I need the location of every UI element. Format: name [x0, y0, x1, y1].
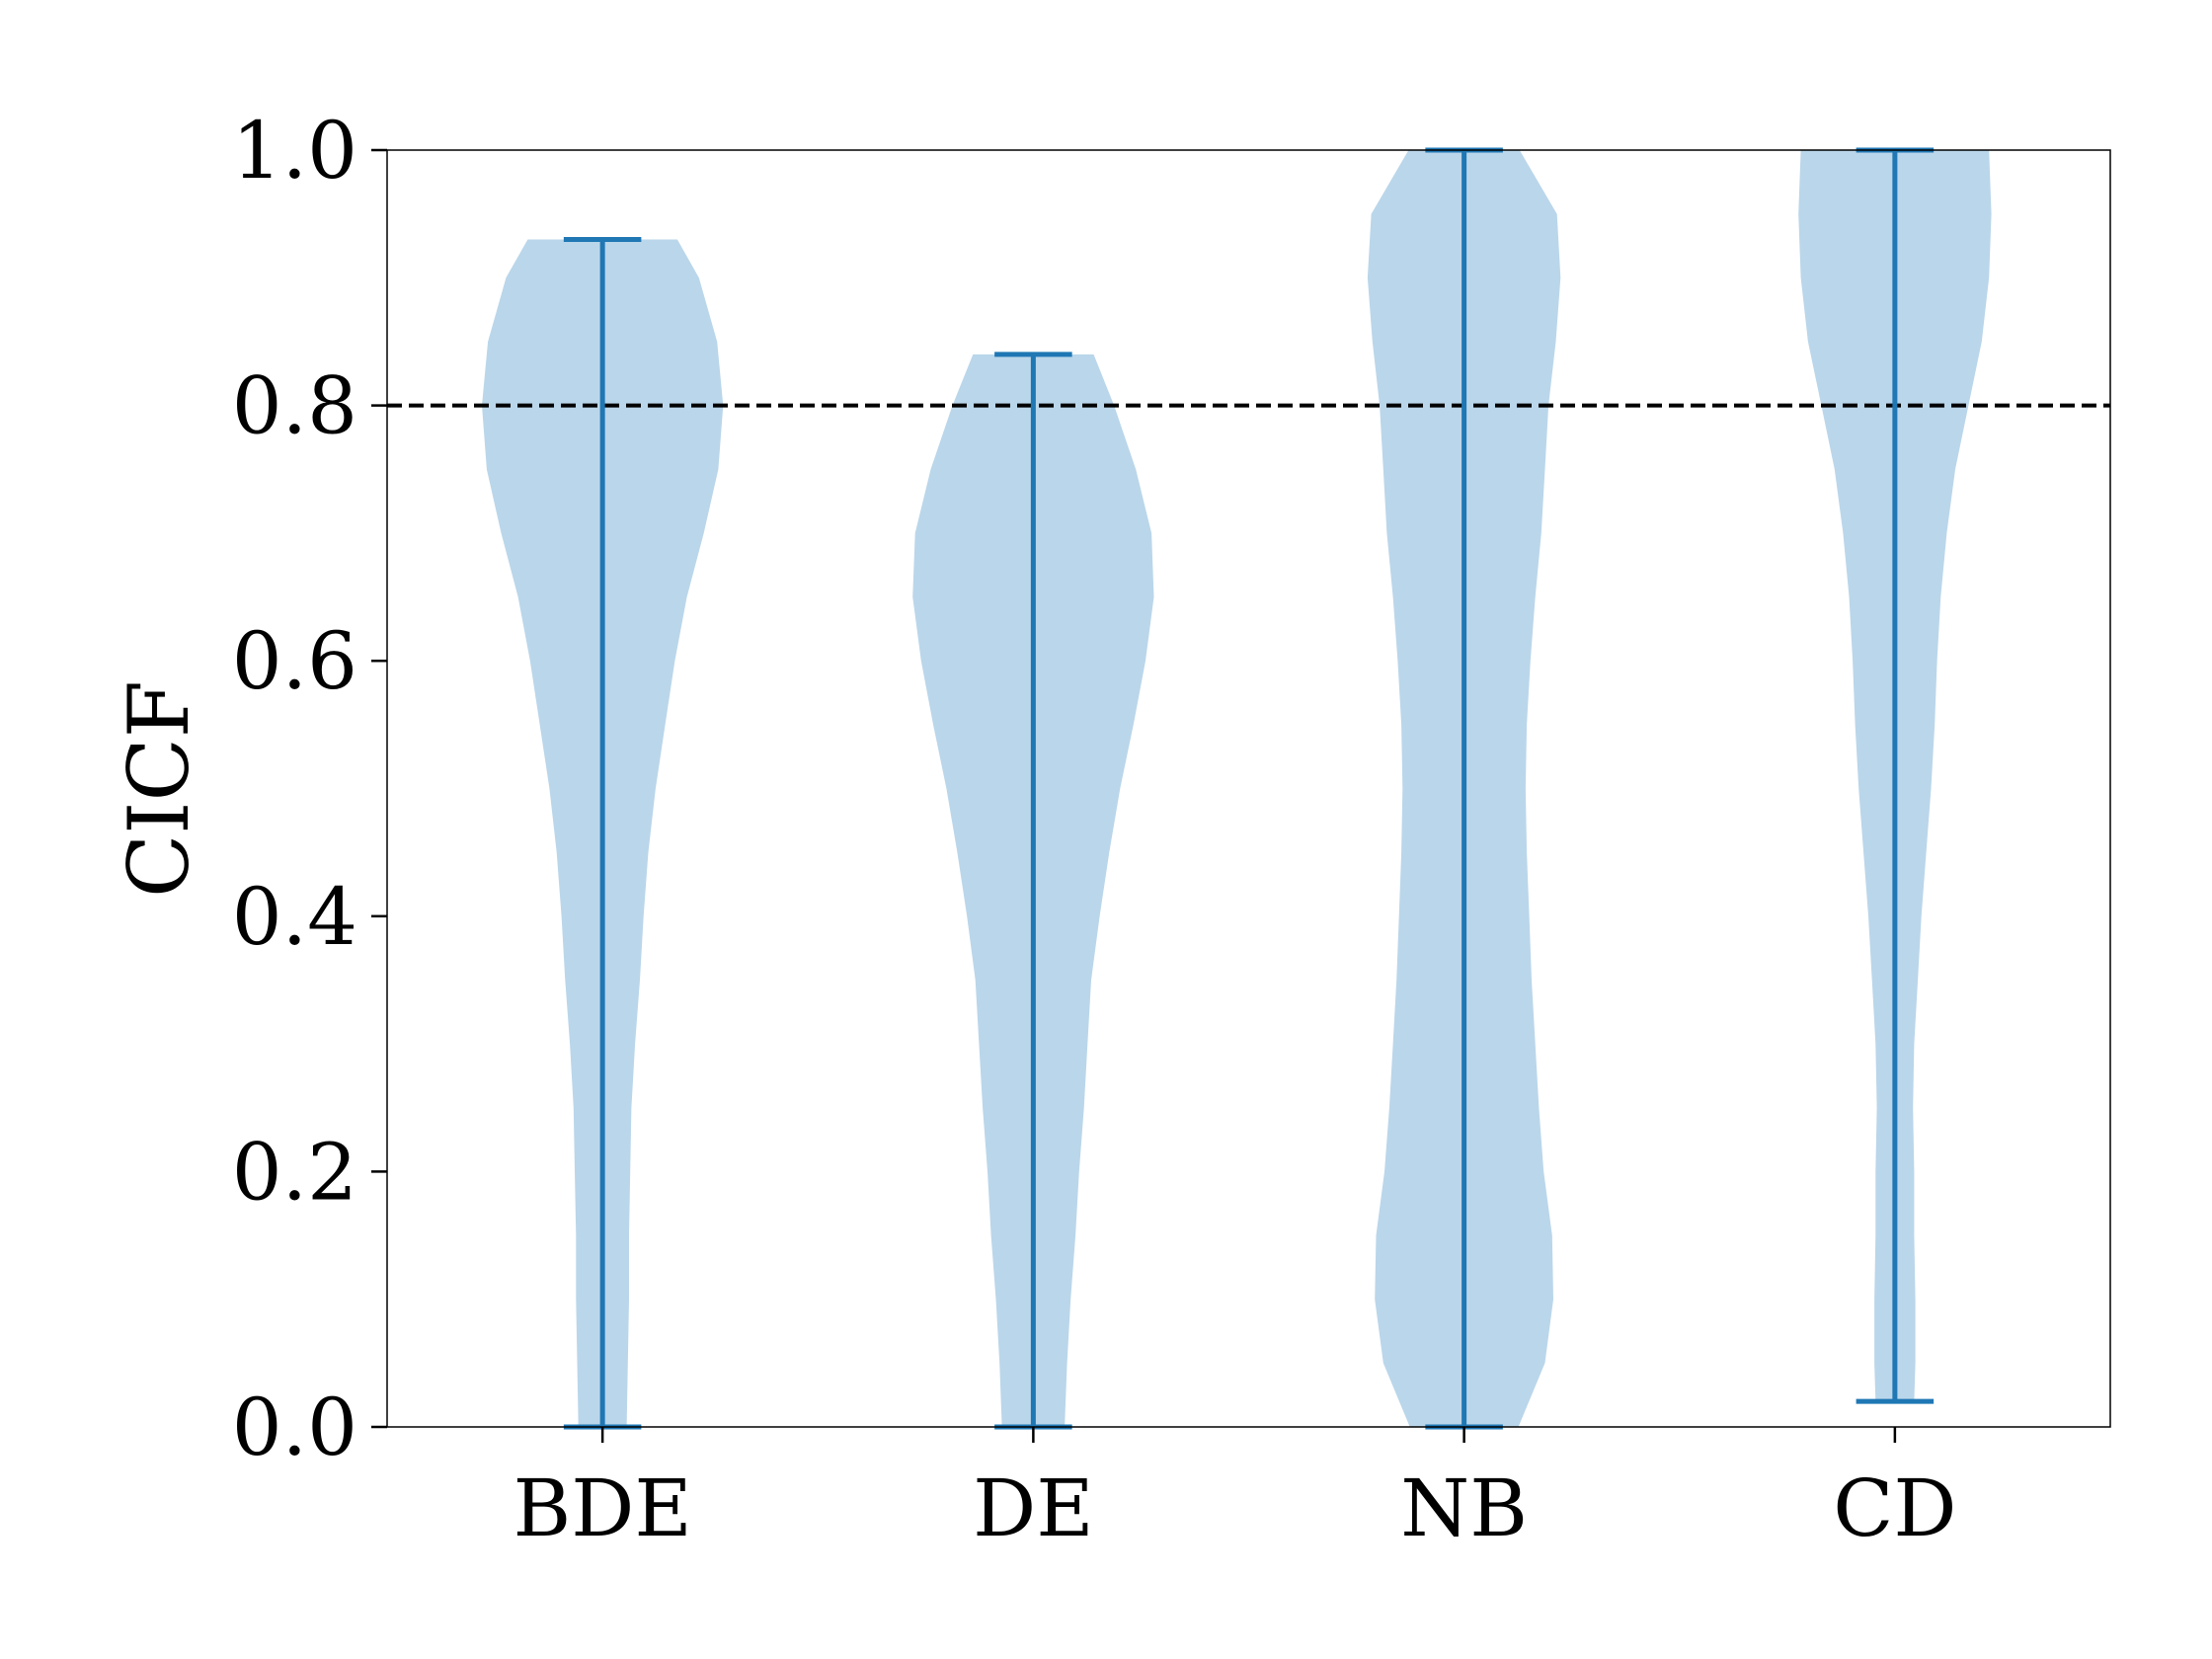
- violin-range-lines: [563, 147, 1935, 1430]
- x-tick-label-cd: CD: [1833, 1462, 1956, 1554]
- x-tick-label-de: DE: [973, 1462, 1094, 1554]
- y-tick-label: 0.8: [232, 360, 357, 452]
- y-tick-label: 0.2: [232, 1126, 357, 1218]
- y-tick-label: 1.0: [232, 105, 357, 197]
- x-tick-label-nb: NB: [1400, 1462, 1528, 1554]
- violin-bodies: [482, 150, 1992, 1427]
- x-axis: BDE DE NB CD: [513, 1427, 1957, 1554]
- plot-area-frame: [386, 149, 2111, 1428]
- x-tick-label-bde: BDE: [513, 1462, 691, 1554]
- y-tick-label: 0.6: [232, 615, 357, 707]
- y-tick-label: 0.0: [232, 1382, 357, 1473]
- y-tick-label: 0.4: [232, 871, 357, 963]
- y-axis: 0.0 0.2 0.4 0.6 0.8 1.0: [232, 105, 387, 1473]
- y-axis-label: CICF: [111, 680, 207, 898]
